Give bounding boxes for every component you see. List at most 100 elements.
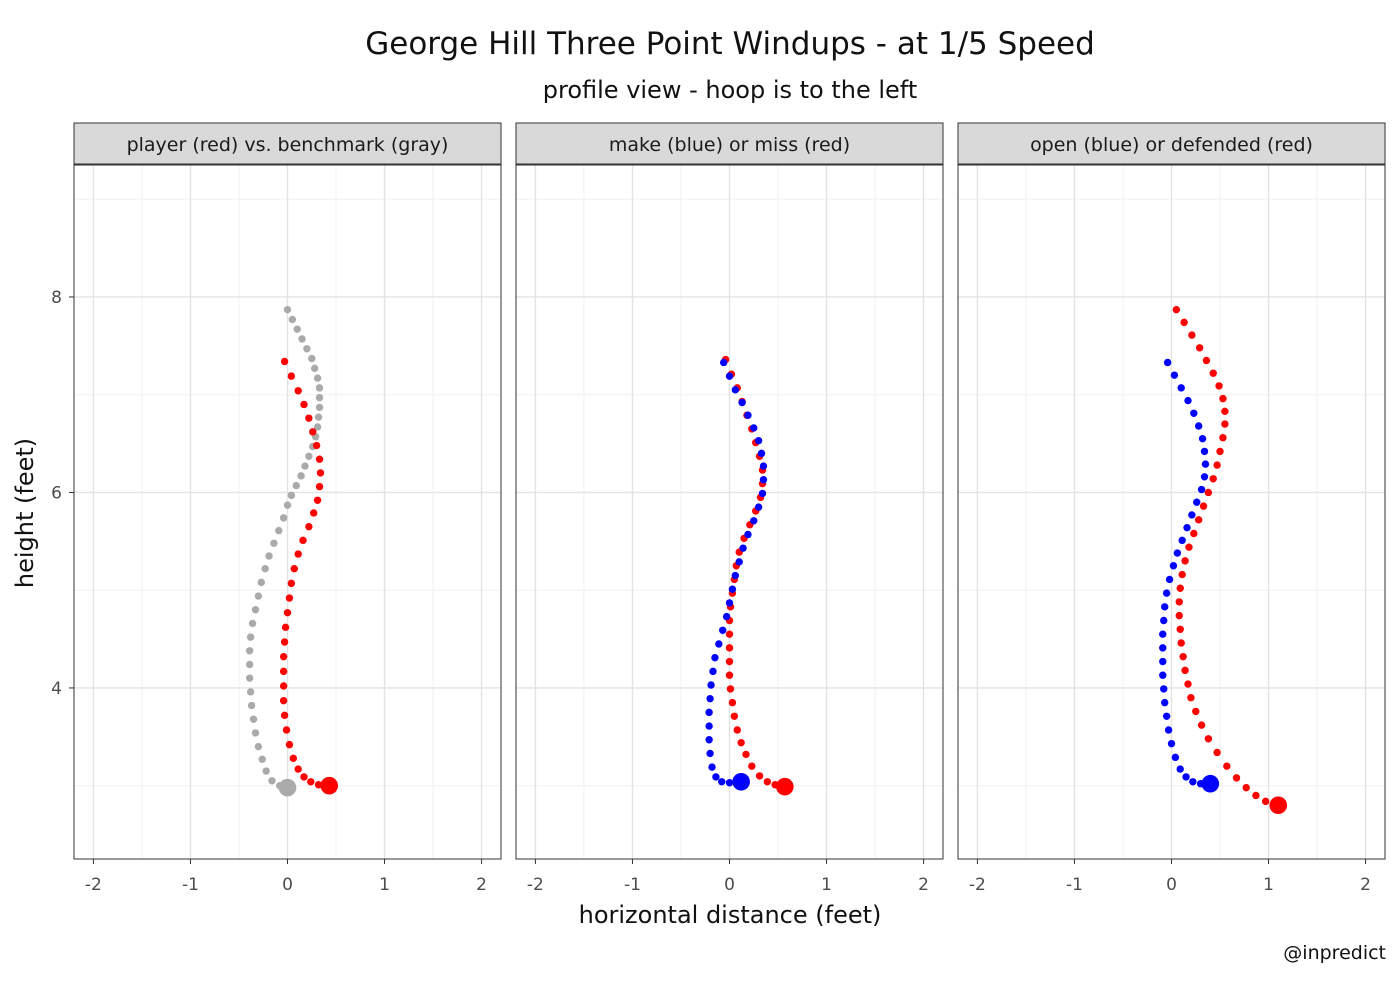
data-point [1178, 570, 1186, 579]
data-point [1200, 447, 1209, 456]
data-point [1252, 791, 1260, 800]
data-point [245, 660, 254, 669]
data-point [726, 685, 735, 693]
data-point [314, 781, 323, 789]
data-point [280, 357, 289, 366]
y-tick-label: 8 [51, 288, 62, 308]
data-point [725, 644, 734, 652]
data-point [1192, 707, 1200, 716]
data-point [1160, 616, 1168, 625]
series-gray [245, 305, 324, 797]
data-point [1188, 511, 1196, 519]
data-point [279, 696, 288, 705]
data-point [1204, 735, 1213, 743]
data-point [247, 701, 256, 710]
data-point [279, 682, 288, 690]
data-point [1180, 318, 1188, 327]
series-blue [705, 358, 768, 791]
data-point [755, 772, 764, 780]
data-point [709, 667, 717, 676]
data-point [754, 436, 763, 445]
x-tick-label: -1 [182, 875, 199, 895]
start-point [732, 772, 750, 791]
data-point [305, 452, 313, 460]
data-point [290, 564, 298, 573]
data-point [1161, 698, 1169, 707]
data-point [1219, 394, 1227, 403]
x-tick-label: 2 [1360, 875, 1371, 895]
data-point [738, 398, 746, 407]
data-point [294, 387, 302, 395]
data-point [1199, 502, 1208, 510]
data-point [281, 623, 290, 632]
data-point [268, 777, 276, 785]
data-point [314, 413, 323, 421]
data-point [1172, 305, 1181, 314]
data-point [1181, 666, 1189, 675]
y-tick-label: 6 [51, 483, 62, 503]
data-point [1185, 543, 1193, 551]
data-point [1176, 765, 1184, 773]
start-point [320, 776, 339, 795]
data-point [287, 372, 296, 380]
data-point [245, 647, 254, 655]
data-point [754, 503, 763, 511]
panel-3: open (blue) or defended (red) -2 -1 0 1 2 [957, 122, 1386, 895]
data-point [1213, 748, 1221, 757]
data-point [257, 578, 265, 587]
data-point [744, 411, 752, 419]
data-point [298, 335, 306, 343]
data-point [706, 749, 714, 758]
data-point [1159, 671, 1167, 679]
data-point [305, 414, 313, 422]
data-point [1179, 652, 1187, 661]
data-point [262, 767, 270, 775]
panel-strip [515, 122, 944, 165]
data-point [1164, 726, 1173, 734]
data-point [728, 585, 737, 593]
data-point [279, 514, 288, 522]
x-tick-label: -2 [85, 875, 102, 895]
data-point [748, 762, 756, 770]
data-point [733, 726, 741, 734]
data-point [1159, 657, 1167, 666]
data-point [1163, 358, 1172, 367]
data-point [246, 633, 255, 641]
data-point [1169, 562, 1178, 570]
data-point [251, 729, 260, 737]
data-point [1167, 739, 1176, 748]
start-point [776, 777, 794, 796]
data-point [1197, 485, 1206, 494]
data-point [251, 606, 260, 614]
data-point [1190, 529, 1198, 538]
data-point [728, 698, 737, 707]
data-point [1197, 721, 1206, 729]
data-point [1171, 753, 1180, 762]
data-point [1232, 774, 1241, 782]
data-point [288, 315, 297, 324]
data-point [285, 594, 294, 602]
x-axis-title: horizontal distance (feet) [579, 901, 882, 929]
data-point [742, 750, 750, 759]
data-point [275, 526, 283, 535]
data-point [313, 374, 322, 382]
data-point [300, 773, 308, 781]
data-point [283, 501, 292, 509]
data-point [279, 652, 288, 661]
data-point [1201, 460, 1210, 468]
panel-strip [73, 122, 502, 165]
data-point [759, 476, 768, 484]
data-point [1184, 680, 1192, 688]
data-point [1161, 603, 1169, 611]
data-point [1175, 611, 1183, 620]
chart-title: George Hill Three Point Windups - at 1/5… [365, 26, 1095, 62]
data-point [1189, 778, 1197, 786]
x-tick-label: 1 [1263, 875, 1274, 895]
data-point [750, 424, 758, 432]
data-point [283, 608, 292, 617]
data-point [705, 736, 713, 744]
data-point [307, 778, 315, 786]
data-point [293, 325, 301, 333]
panel-strip-label: open (blue) or defended (red) [1030, 134, 1313, 156]
data-point [744, 530, 752, 539]
